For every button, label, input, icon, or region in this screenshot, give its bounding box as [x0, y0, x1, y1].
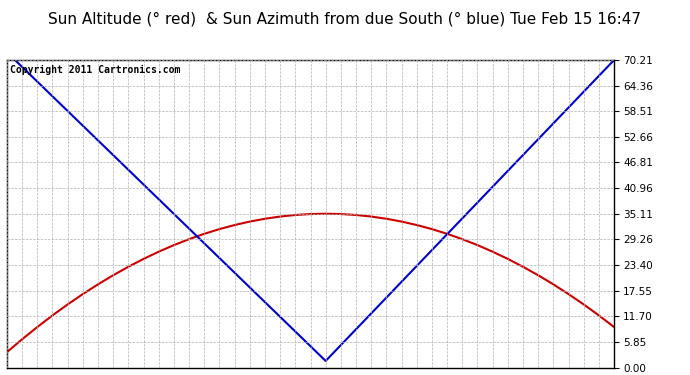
Text: Sun Altitude (° red)  & Sun Azimuth from due South (° blue) Tue Feb 15 16:47: Sun Altitude (° red) & Sun Azimuth from … [48, 11, 642, 26]
Text: Copyright 2011 Cartronics.com: Copyright 2011 Cartronics.com [10, 64, 180, 75]
